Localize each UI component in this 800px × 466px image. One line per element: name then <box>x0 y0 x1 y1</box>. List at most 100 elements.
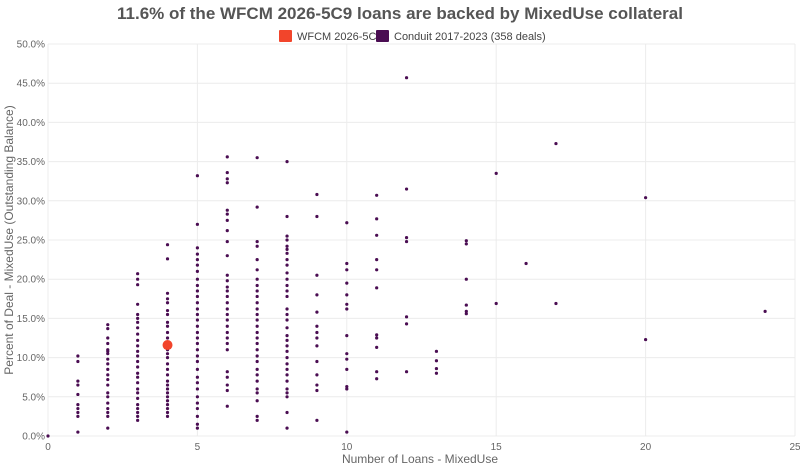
conduit-point[interactable] <box>165 297 170 301</box>
conduit-point[interactable] <box>315 192 319 197</box>
conduit-point[interactable] <box>225 279 229 283</box>
conduit-point[interactable] <box>195 222 199 226</box>
conduit-point[interactable] <box>225 307 229 311</box>
conduit-point[interactable] <box>375 286 379 290</box>
conduit-point[interactable] <box>315 330 319 335</box>
conduit-point[interactable] <box>225 208 229 212</box>
conduit-point[interactable] <box>285 426 289 430</box>
conduit-point[interactable] <box>76 392 80 397</box>
conduit-point[interactable] <box>255 367 259 371</box>
conduit-point[interactable] <box>195 258 199 262</box>
conduit-point[interactable] <box>404 76 409 80</box>
conduit-point[interactable] <box>315 336 319 340</box>
conduit-point[interactable] <box>106 367 110 371</box>
conduit-point[interactable] <box>106 391 110 395</box>
conduit-point[interactable] <box>285 326 289 330</box>
conduit-point[interactable] <box>255 239 259 244</box>
conduit-point[interactable] <box>195 375 199 379</box>
conduit-point[interactable] <box>285 214 289 219</box>
conduit-point[interactable] <box>255 312 259 317</box>
conduit-point[interactable] <box>225 383 229 387</box>
conduit-point[interactable] <box>315 344 319 348</box>
conduit-point[interactable] <box>136 354 140 358</box>
conduit-point[interactable] <box>404 370 409 374</box>
conduit-point[interactable] <box>464 309 468 313</box>
conduit-point[interactable] <box>106 414 110 418</box>
conduit-point[interactable] <box>255 379 259 383</box>
conduit-point[interactable] <box>255 277 259 281</box>
conduit-point[interactable] <box>195 354 199 358</box>
conduit-point[interactable] <box>106 395 110 399</box>
conduit-point[interactable] <box>195 348 199 352</box>
conduit-point[interactable] <box>195 406 199 411</box>
conduit-point[interactable] <box>464 242 468 246</box>
conduit-point[interactable] <box>225 388 229 393</box>
conduit-point[interactable] <box>106 349 110 353</box>
conduit-point[interactable] <box>195 174 199 178</box>
conduit-point[interactable] <box>195 330 199 335</box>
conduit-point[interactable] <box>106 406 110 411</box>
conduit-point[interactable] <box>136 283 140 287</box>
conduit-point[interactable] <box>225 177 229 181</box>
conduit-point[interactable] <box>434 359 439 363</box>
conduit-point[interactable] <box>195 263 199 267</box>
conduit-point[interactable] <box>375 193 379 197</box>
conduit-point[interactable] <box>404 236 409 240</box>
conduit-point[interactable] <box>195 312 199 317</box>
conduit-point[interactable] <box>644 337 648 342</box>
conduit-point[interactable] <box>195 318 199 322</box>
conduit-point[interactable] <box>434 371 439 375</box>
conduit-point[interactable] <box>375 345 379 350</box>
conduit-point[interactable] <box>106 410 110 415</box>
conduit-point[interactable] <box>165 324 170 328</box>
conduit-point[interactable] <box>285 263 289 267</box>
conduit-point[interactable] <box>106 373 110 377</box>
conduit-point[interactable] <box>225 170 229 175</box>
conduit-point[interactable] <box>345 293 349 297</box>
conduit-point[interactable] <box>106 383 110 387</box>
conduit-point[interactable] <box>136 359 140 364</box>
conduit-point[interactable] <box>285 379 289 383</box>
conduit-point[interactable] <box>285 251 289 255</box>
conduit-point[interactable] <box>255 324 259 328</box>
conduit-point[interactable] <box>195 307 199 311</box>
conduit-point[interactable] <box>375 370 379 374</box>
conduit-point[interactable] <box>434 366 439 371</box>
conduit-point[interactable] <box>106 426 110 430</box>
conduit-point[interactable] <box>136 302 140 306</box>
conduit-point[interactable] <box>136 332 140 336</box>
conduit-point[interactable] <box>255 387 259 391</box>
conduit-point[interactable] <box>285 271 289 275</box>
wfcm-point[interactable] <box>162 340 173 351</box>
conduit-point[interactable] <box>255 330 259 335</box>
conduit-point[interactable] <box>345 281 349 285</box>
conduit-point[interactable] <box>195 289 199 293</box>
conduit-point[interactable] <box>375 336 379 340</box>
conduit-point[interactable] <box>345 221 349 225</box>
conduit-point[interactable] <box>76 403 80 407</box>
conduit-point[interactable] <box>195 426 199 430</box>
conduit-point[interactable] <box>136 391 140 395</box>
conduit-point[interactable] <box>345 302 349 306</box>
conduit-point[interactable] <box>165 330 170 335</box>
conduit-point[interactable] <box>195 395 199 399</box>
conduit-point[interactable] <box>136 396 140 400</box>
conduit-point[interactable] <box>106 401 110 405</box>
conduit-point[interactable] <box>255 354 259 358</box>
conduit-point[interactable] <box>315 273 319 277</box>
conduit-point[interactable] <box>136 349 140 353</box>
conduit-point[interactable] <box>136 365 140 369</box>
conduit-point[interactable] <box>106 352 110 356</box>
conduit-point[interactable] <box>225 285 229 289</box>
conduit-point[interactable] <box>554 141 558 146</box>
conduit-point[interactable] <box>136 375 140 379</box>
conduit-point[interactable] <box>285 277 289 281</box>
conduit-point[interactable] <box>165 362 170 366</box>
conduit-point[interactable] <box>285 391 289 395</box>
conduit-point[interactable] <box>225 239 229 244</box>
conduit-point[interactable] <box>136 418 140 422</box>
conduit-point[interactable] <box>165 243 170 247</box>
conduit-point[interactable] <box>524 261 528 266</box>
conduit-point[interactable] <box>285 258 289 262</box>
conduit-point[interactable] <box>315 310 319 314</box>
